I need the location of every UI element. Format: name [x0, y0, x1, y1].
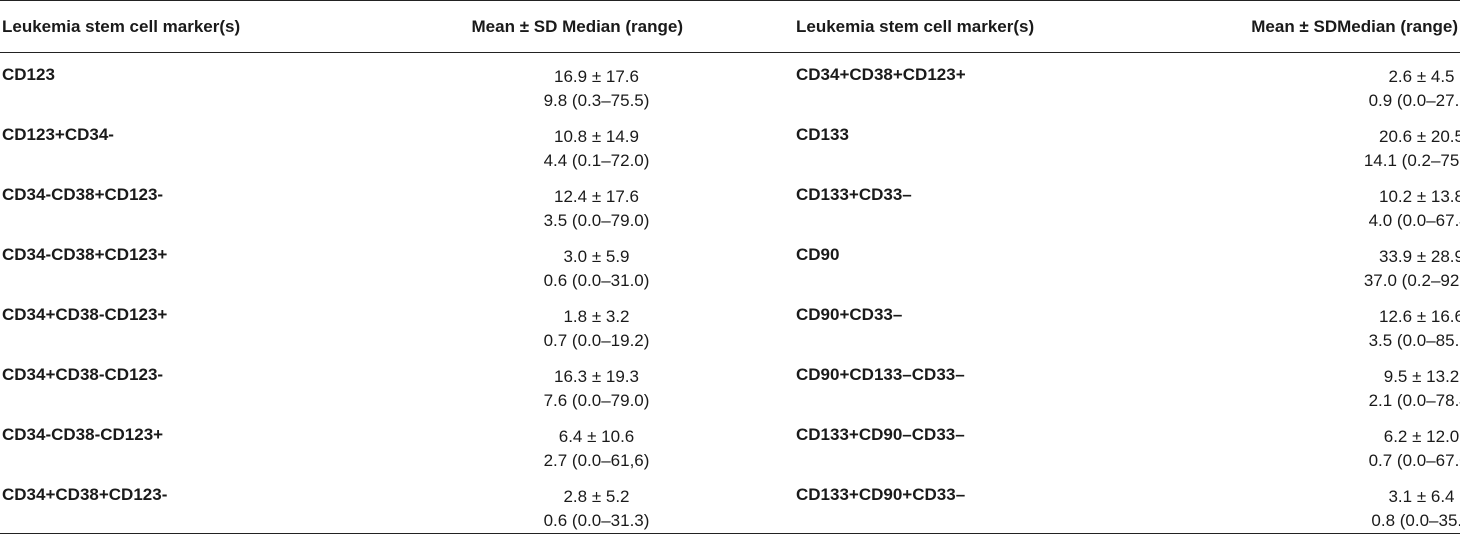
median-range-right: 2.1 (0.0–78.4) — [1368, 391, 1460, 410]
value-cell-right: 20.6 ± 20.5 14.1 (0.2–75.7) — [1157, 113, 1460, 173]
marker-cell-right: CD90 — [794, 233, 1157, 293]
marker-cell-right: CD90+CD33– — [794, 293, 1157, 353]
mean-sd-right: 12.6 ± 16.6 — [1379, 307, 1460, 326]
marker-label-left: CD34+CD38-CD123- — [2, 365, 164, 384]
value-cell-right: 10.2 ± 13.8 4.0 (0.0–67.4) — [1157, 173, 1460, 233]
value-cell-left: 16.3 ± 19.3 7.6 (0.0–79.0) — [378, 353, 683, 413]
median-range-right: 4.0 (0.0–67.4) — [1368, 211, 1460, 230]
median-range-right: 37.0 (0.2–92.0) — [1363, 271, 1460, 290]
mean-sd-left: 12.4 ± 17.6 — [554, 187, 639, 206]
marker-label-right: CD133 — [796, 125, 849, 144]
median-range-left: 3.5 (0.0–79.0) — [543, 211, 650, 230]
marker-label-left: CD34-CD38+CD123- — [2, 185, 164, 204]
marker-label-right: CD34+CD38+CD123+ — [796, 65, 966, 84]
marker-label-left: CD34+CD38-CD123+ — [2, 305, 168, 324]
marker-cell-left: CD34-CD38+CD123- — [0, 173, 378, 233]
value-cell-left: 2.8 ± 5.2 0.6 (0.0–31.3) — [378, 473, 683, 534]
marker-label-right: CD133+CD90–CD33– — [796, 425, 965, 444]
median-range-right: 14.1 (0.2–75.7) — [1363, 151, 1460, 170]
table-row: CD123 16.9 ± 17.6 9.8 (0.3–75.5) CD34+CD… — [0, 53, 1460, 114]
median-range-right: 0.7 (0.0–67.0) — [1368, 451, 1460, 470]
value-cell-left: 16.9 ± 17.6 9.8 (0.3–75.5) — [378, 53, 683, 114]
value-cell-right: 3.1 ± 6.4 0.8 (0.0–35.6 — [1157, 473, 1460, 534]
header-values-right: Mean ± SDMedian (range) — [1157, 0, 1460, 53]
table-row: CD34-CD38-CD123+ 6.4 ± 10.6 2.7 (0.0–61,… — [0, 413, 1460, 473]
marker-cell-left: CD34+CD38-CD123+ — [0, 293, 378, 353]
median-range-left: 0.6 (0.0–31.0) — [543, 271, 650, 290]
value-cell-left: 10.8 ± 14.9 4.4 (0.1–72.0) — [378, 113, 683, 173]
mean-sd-right: 10.2 ± 13.8 — [1379, 187, 1460, 206]
marker-label-left: CD123 — [2, 65, 55, 84]
table-row: CD34-CD38+CD123- 12.4 ± 17.6 3.5 (0.0–79… — [0, 173, 1460, 233]
marker-cell-left: CD34-CD38-CD123+ — [0, 413, 378, 473]
marker-label-left: CD34-CD38-CD123+ — [2, 425, 164, 444]
mean-sd-right: 33.9 ± 28.9 — [1379, 247, 1460, 266]
table-row: CD34+CD38-CD123+ 1.8 ± 3.2 0.7 (0.0–19.2… — [0, 293, 1460, 353]
header-row: Leukemia stem cell marker(s) Mean ± SD M… — [0, 0, 1460, 53]
marker-cell-left: CD123+CD34- — [0, 113, 378, 173]
median-range-left: 0.7 (0.0–19.2) — [543, 331, 650, 350]
median-range-left: 4.4 (0.1–72.0) — [543, 151, 650, 170]
value-cell-left: 6.4 ± 10.6 2.7 (0.0–61,6) — [378, 413, 683, 473]
value-cell-right: 2.6 ± 4.5 0.9 (0.0–27.6) — [1157, 53, 1460, 114]
marker-label-right: CD90 — [796, 245, 840, 264]
median-range-right: 3.5 (0.0–85.8) — [1368, 331, 1460, 350]
value-cell-left: 3.0 ± 5.9 0.6 (0.0–31.0) — [378, 233, 683, 293]
mean-sd-left: 1.8 ± 3.2 — [563, 307, 630, 326]
mean-sd-left: 16.9 ± 17.6 — [554, 67, 639, 86]
median-range-left: 0.6 (0.0–31.3) — [543, 511, 650, 530]
median-range-left: 9.8 (0.3–75.5) — [543, 91, 650, 110]
median-range-right: 0.8 (0.0–35.6 — [1371, 511, 1460, 530]
mean-sd-left: 16.3 ± 19.3 — [554, 367, 639, 386]
mean-sd-left: 10.8 ± 14.9 — [554, 127, 639, 146]
marker-cell-right: CD133 — [794, 113, 1157, 173]
mean-sd-right: 6.2 ± 12.0 — [1383, 427, 1460, 446]
table-body: CD123 16.9 ± 17.6 9.8 (0.3–75.5) CD34+CD… — [0, 53, 1460, 534]
table-row: CD123+CD34- 10.8 ± 14.9 4.4 (0.1–72.0) C… — [0, 113, 1460, 173]
header-spacer — [683, 0, 794, 53]
median-range-left: 7.6 (0.0–79.0) — [543, 391, 650, 410]
marker-label-right: CD133+CD90+CD33– — [796, 485, 966, 504]
mean-sd-left: 3.0 ± 5.9 — [563, 247, 630, 266]
mean-sd-right: 3.1 ± 6.4 — [1388, 487, 1455, 506]
value-cell-right: 12.6 ± 16.6 3.5 (0.0–85.8) — [1157, 293, 1460, 353]
marker-cell-right: CD133+CD33– — [794, 173, 1157, 233]
marker-label-right: CD90+CD133–CD33– — [796, 365, 965, 384]
header-marker-right: Leukemia stem cell marker(s) — [794, 0, 1157, 53]
marker-cell-left: CD34-CD38+CD123+ — [0, 233, 378, 293]
marker-cell-right: CD133+CD90+CD33– — [794, 473, 1157, 534]
marker-cell-left: CD34+CD38-CD123- — [0, 353, 378, 413]
value-cell-left: 12.4 ± 17.6 3.5 (0.0–79.0) — [378, 173, 683, 233]
marker-label-left: CD34+CD38+CD123- — [2, 485, 168, 504]
marker-label-left: CD34-CD38+CD123+ — [2, 245, 168, 264]
mean-sd-left: 2.8 ± 5.2 — [563, 487, 630, 506]
header-values-left: Mean ± SD Median (range) — [378, 0, 683, 53]
table-header: Leukemia stem cell marker(s) Mean ± SD M… — [0, 0, 1460, 53]
marker-cell-right: CD133+CD90–CD33– — [794, 413, 1157, 473]
mean-sd-left: 6.4 ± 10.6 — [558, 427, 635, 446]
header-marker-left: Leukemia stem cell marker(s) — [0, 0, 378, 53]
mean-sd-right: 2.6 ± 4.5 — [1388, 67, 1455, 86]
mean-sd-right: 20.6 ± 20.5 — [1379, 127, 1460, 146]
table-row: CD34+CD38+CD123- 2.8 ± 5.2 0.6 (0.0–31.3… — [0, 473, 1460, 534]
median-range-left: 2.7 (0.0–61,6) — [543, 451, 650, 470]
marker-label-left: CD123+CD34- — [2, 125, 114, 144]
table-row: CD34-CD38+CD123+ 3.0 ± 5.9 0.6 (0.0–31.0… — [0, 233, 1460, 293]
value-cell-right: 9.5 ± 13.2 2.1 (0.0–78.4) — [1157, 353, 1460, 413]
marker-cell-left: CD34+CD38+CD123- — [0, 473, 378, 534]
value-cell-left: 1.8 ± 3.2 0.7 (0.0–19.2) — [378, 293, 683, 353]
marker-label-right: CD133+CD33– — [796, 185, 912, 204]
value-cell-right: 6.2 ± 12.0 0.7 (0.0–67.0) — [1157, 413, 1460, 473]
marker-cell-right: CD90+CD133–CD33– — [794, 353, 1157, 413]
marker-label-right: CD90+CD33– — [796, 305, 903, 324]
marker-cell-right: CD34+CD38+CD123+ — [794, 53, 1157, 114]
value-cell-right: 33.9 ± 28.9 37.0 (0.2–92.0) — [1157, 233, 1460, 293]
mean-sd-right: 9.5 ± 13.2 — [1383, 367, 1460, 386]
median-range-right: 0.9 (0.0–27.6) — [1368, 91, 1460, 110]
marker-cell-left: CD123 — [0, 53, 378, 114]
table-row: CD34+CD38-CD123- 16.3 ± 19.3 7.6 (0.0–79… — [0, 353, 1460, 413]
